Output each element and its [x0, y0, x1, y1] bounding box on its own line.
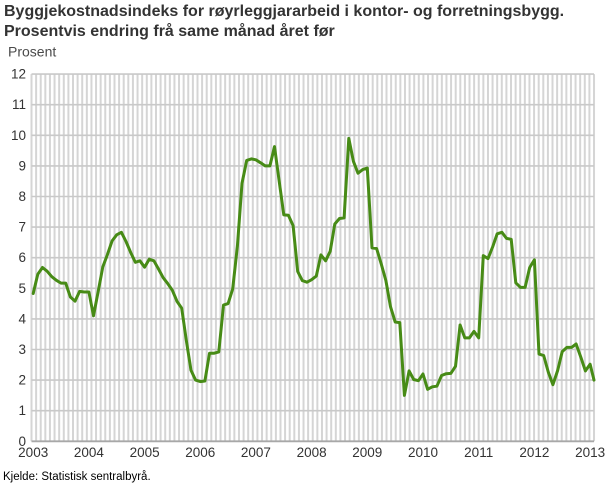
svg-text:2011: 2011 — [464, 445, 493, 460]
svg-text:12: 12 — [11, 67, 26, 82]
svg-text:7: 7 — [18, 220, 26, 235]
svg-text:2013: 2013 — [575, 445, 605, 460]
svg-text:8: 8 — [18, 189, 26, 204]
svg-text:2005: 2005 — [130, 445, 160, 460]
svg-text:2003: 2003 — [18, 445, 48, 460]
svg-text:2008: 2008 — [297, 445, 327, 460]
svg-text:2010: 2010 — [408, 445, 438, 460]
svg-text:2007: 2007 — [241, 445, 271, 460]
svg-text:4: 4 — [18, 311, 26, 326]
svg-text:2012: 2012 — [519, 445, 549, 460]
svg-text:3: 3 — [18, 342, 26, 357]
svg-text:9: 9 — [18, 158, 26, 173]
svg-text:2009: 2009 — [352, 445, 382, 460]
svg-text:0: 0 — [18, 434, 26, 449]
svg-text:2006: 2006 — [185, 445, 215, 460]
svg-text:2: 2 — [18, 373, 26, 388]
svg-text:Prosent: Prosent — [8, 44, 56, 60]
svg-text:2004: 2004 — [74, 445, 105, 460]
svg-text:11: 11 — [12, 97, 26, 112]
svg-text:1: 1 — [18, 403, 26, 418]
svg-text:5: 5 — [18, 281, 26, 296]
svg-text:6: 6 — [18, 250, 26, 265]
svg-text:10: 10 — [11, 128, 26, 143]
